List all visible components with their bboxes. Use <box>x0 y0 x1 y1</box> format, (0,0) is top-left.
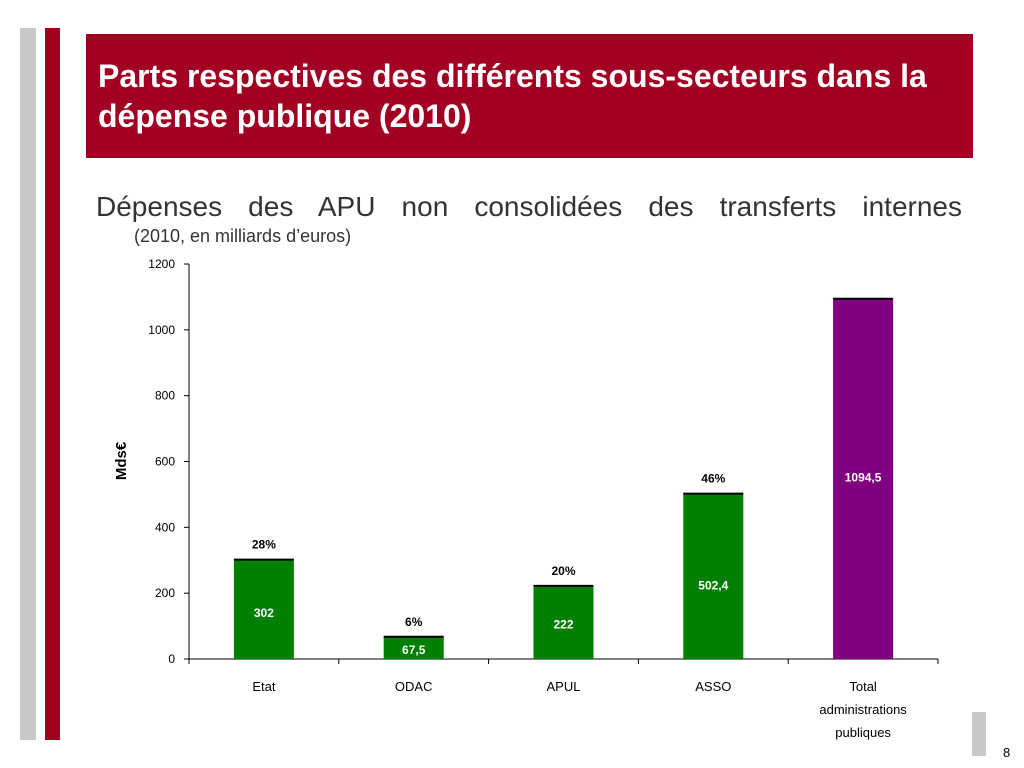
bar <box>683 493 744 659</box>
x-category-label: Total <box>849 679 877 694</box>
bar-value-label: 222 <box>553 617 573 631</box>
bar <box>533 585 594 659</box>
bar <box>383 636 444 659</box>
y-tick-label: 1200 <box>148 257 175 271</box>
chart-unit-note: (2010, en milliards d’euros) <box>134 226 352 246</box>
y-tick-label: 200 <box>155 586 175 600</box>
slide-title: Parts respectives des différents sous-se… <box>98 58 927 134</box>
bar-share-label: 20% <box>551 564 575 578</box>
bar-value-label: 502,4 <box>698 579 728 593</box>
bar-value-label: 67,5 <box>402 643 426 657</box>
bar-share-label: 46% <box>701 472 725 486</box>
y-axis-title: Mds€ <box>113 441 130 480</box>
bar-share-label: 6% <box>405 615 423 629</box>
bar-value-label: 1094,5 <box>845 471 882 485</box>
x-category-label: administrations <box>819 702 907 717</box>
bar <box>233 559 294 659</box>
y-tick-label: 400 <box>155 520 175 534</box>
y-tick-label: 1000 <box>148 323 175 337</box>
y-tick-label: 600 <box>155 455 175 469</box>
x-category-label: ODAC <box>395 679 433 694</box>
bar <box>833 298 894 659</box>
bar-value-label: 302 <box>254 606 274 620</box>
decorative-grey-stripe <box>20 28 36 740</box>
y-tick-label: 800 <box>155 389 175 403</box>
x-category-label: ASSO <box>695 679 731 694</box>
y-tick-label: 0 <box>168 652 175 666</box>
x-category-label: publiques <box>835 725 891 740</box>
x-category-label: APUL <box>547 679 581 694</box>
bar-share-label: 28% <box>252 538 276 552</box>
x-category-label: Etat <box>252 679 276 694</box>
title-banner: Parts respectives des différents sous-se… <box>86 34 973 158</box>
chart-subtitle: Dépenses des APU non consolidées des tra… <box>96 191 962 222</box>
page-number: 8 <box>1003 745 1011 760</box>
decorative-red-stripe <box>45 28 60 740</box>
page-number-box <box>972 712 986 756</box>
